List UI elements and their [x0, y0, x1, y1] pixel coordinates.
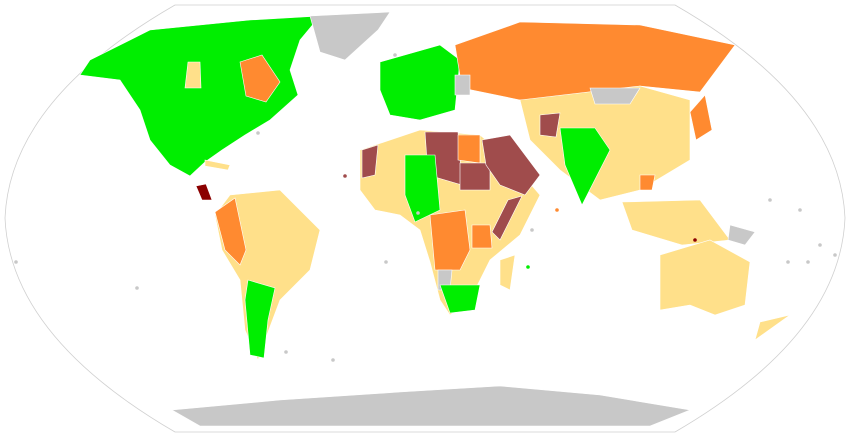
- south-africa[interactable]: [439, 284, 481, 314]
- map-frame: [4, 4, 846, 433]
- island-marker[interactable]: [530, 228, 534, 232]
- north-america[interactable]: [79, 15, 321, 177]
- island-marker[interactable]: [798, 208, 802, 212]
- australia[interactable]: [659, 239, 751, 316]
- new-zealand[interactable]: [754, 314, 791, 341]
- mongolia[interactable]: [589, 87, 641, 105]
- argentina[interactable]: [244, 279, 276, 359]
- india[interactable]: [559, 127, 611, 206]
- eastern-europe[interactable]: [454, 74, 471, 96]
- island-marker[interactable]: [343, 174, 347, 178]
- island-marker[interactable]: [416, 211, 420, 215]
- caribbean[interactable]: [204, 159, 231, 171]
- island-marker[interactable]: [818, 243, 822, 247]
- antarctica[interactable]: [171, 385, 692, 427]
- somalia[interactable]: [491, 195, 523, 241]
- europe[interactable]: [379, 44, 461, 121]
- sudan[interactable]: [459, 162, 491, 191]
- island-marker[interactable]: [284, 350, 288, 354]
- island-marker[interactable]: [384, 260, 388, 264]
- island-marker[interactable]: [256, 131, 260, 135]
- island-marker[interactable]: [693, 238, 697, 242]
- island-marker[interactable]: [833, 253, 837, 257]
- saskatchewan-region[interactable]: [184, 61, 202, 89]
- arabia[interactable]: [481, 134, 541, 196]
- new-guinea[interactable]: [727, 224, 756, 246]
- afghanistan[interactable]: [539, 112, 561, 138]
- peru-colombia[interactable]: [214, 197, 247, 266]
- island-marker[interactable]: [331, 358, 335, 362]
- russia[interactable]: [454, 21, 736, 101]
- egypt[interactable]: [457, 134, 481, 164]
- vietnam[interactable]: [639, 174, 656, 191]
- island-marker[interactable]: [393, 53, 397, 57]
- central-america[interactable]: [195, 183, 213, 201]
- island-marker[interactable]: [768, 198, 772, 202]
- greenland[interactable]: [309, 11, 391, 61]
- japan-korea[interactable]: [689, 94, 713, 141]
- tanzania[interactable]: [471, 224, 493, 249]
- island-marker[interactable]: [526, 265, 530, 269]
- island-marker[interactable]: [14, 260, 18, 264]
- southeast-asia[interactable]: [621, 199, 731, 246]
- island-marker[interactable]: [786, 260, 790, 264]
- island-marker[interactable]: [555, 208, 559, 212]
- quebec-region[interactable]: [239, 54, 281, 103]
- niger-nigeria[interactable]: [404, 154, 441, 223]
- island-marker[interactable]: [135, 286, 139, 290]
- island-marker[interactable]: [806, 260, 810, 264]
- madagascar[interactable]: [499, 254, 516, 291]
- central-africa[interactable]: [429, 209, 471, 271]
- western-sahara[interactable]: [361, 144, 379, 179]
